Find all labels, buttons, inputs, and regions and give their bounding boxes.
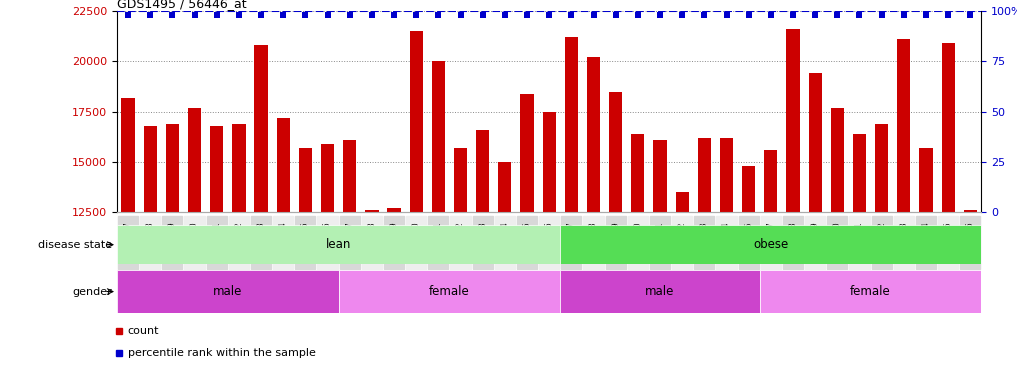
Bar <box>609 92 622 212</box>
Bar <box>587 57 600 212</box>
Bar <box>720 138 733 212</box>
Text: count: count <box>128 326 160 336</box>
Bar <box>632 134 645 212</box>
Bar <box>809 74 822 212</box>
Bar <box>786 29 799 212</box>
Bar <box>431 62 445 212</box>
Bar <box>698 138 711 212</box>
Bar <box>760 270 981 313</box>
Bar <box>942 44 955 212</box>
Bar <box>277 118 290 212</box>
Text: gender: gender <box>72 286 112 297</box>
Bar <box>476 130 489 212</box>
Bar <box>143 126 157 212</box>
Bar <box>764 150 777 212</box>
Bar <box>742 166 756 212</box>
Bar <box>521 93 534 212</box>
Bar <box>831 108 844 212</box>
Bar <box>365 210 378 212</box>
Text: obese: obese <box>754 238 788 251</box>
Text: female: female <box>850 285 891 298</box>
Bar <box>387 208 401 212</box>
Bar <box>166 124 179 212</box>
Bar <box>254 45 267 212</box>
Bar <box>117 270 339 313</box>
Text: male: male <box>646 285 674 298</box>
Bar <box>675 192 689 212</box>
Text: lean: lean <box>325 238 351 251</box>
Bar <box>321 144 335 212</box>
Text: female: female <box>429 285 470 298</box>
Bar <box>121 98 134 212</box>
Bar <box>564 38 578 212</box>
Bar <box>542 112 556 212</box>
Bar <box>964 210 977 212</box>
Text: disease state: disease state <box>38 240 112 250</box>
Bar <box>919 148 933 212</box>
Bar <box>232 124 245 212</box>
Bar <box>875 124 888 212</box>
Text: male: male <box>214 285 242 298</box>
Bar <box>117 225 560 264</box>
Bar <box>339 270 560 313</box>
Bar <box>454 148 467 212</box>
Text: GDS1495 / 56446_at: GDS1495 / 56446_at <box>117 0 246 10</box>
Bar <box>653 140 667 212</box>
Bar <box>498 162 512 212</box>
Bar <box>560 270 760 313</box>
Text: percentile rank within the sample: percentile rank within the sample <box>128 348 315 357</box>
Bar <box>211 126 224 212</box>
Bar <box>299 148 312 212</box>
Bar <box>853 134 866 212</box>
Bar <box>343 140 356 212</box>
Bar <box>410 32 423 212</box>
Bar <box>560 225 981 264</box>
Bar <box>188 108 201 212</box>
Bar <box>897 39 910 212</box>
